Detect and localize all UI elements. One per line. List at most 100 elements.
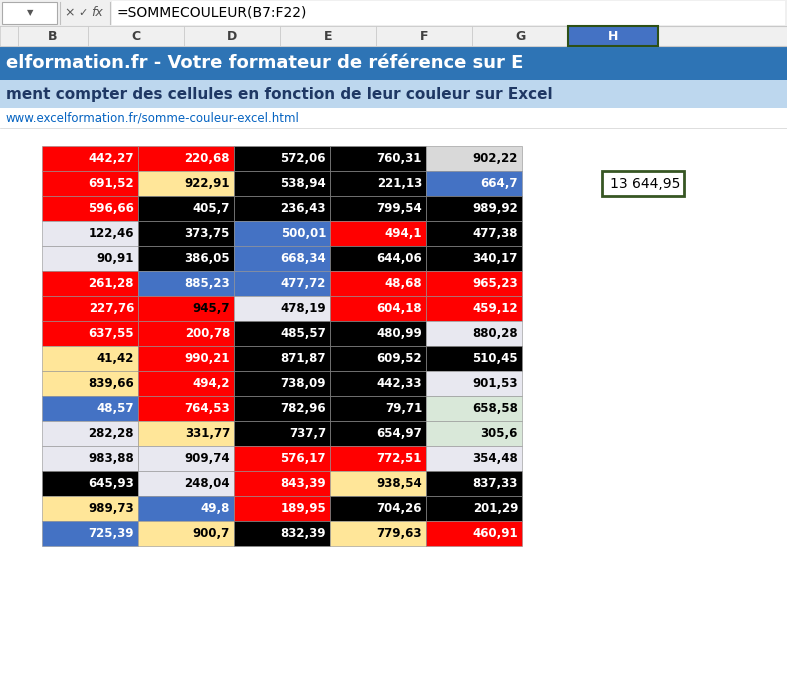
Text: ment compter des cellules en fonction de leur couleur sur Excel: ment compter des cellules en fonction de… xyxy=(6,86,552,101)
Text: H: H xyxy=(608,30,618,43)
Text: www.excelformation.fr/somme-couleur-excel.html: www.excelformation.fr/somme-couleur-exce… xyxy=(6,111,300,124)
Text: 572,06: 572,06 xyxy=(280,152,326,165)
Bar xyxy=(88,26,184,46)
Bar xyxy=(280,26,376,46)
Text: 989,92: 989,92 xyxy=(472,202,518,215)
Bar xyxy=(138,446,234,471)
Bar xyxy=(42,421,138,446)
Text: 644,06: 644,06 xyxy=(376,252,422,265)
Text: 922,91: 922,91 xyxy=(184,177,230,190)
Bar xyxy=(42,321,138,346)
Bar xyxy=(234,271,330,296)
Bar xyxy=(330,396,426,421)
Bar xyxy=(138,146,234,171)
Text: 779,63: 779,63 xyxy=(376,527,422,540)
Text: D: D xyxy=(227,30,237,43)
Text: 189,95: 189,95 xyxy=(280,502,326,515)
Text: 902,22: 902,22 xyxy=(473,152,518,165)
Bar xyxy=(138,321,234,346)
Text: ▼: ▼ xyxy=(27,9,33,18)
Text: 485,57: 485,57 xyxy=(280,327,326,340)
Text: B: B xyxy=(48,30,57,43)
Bar xyxy=(138,246,234,271)
Text: 989,73: 989,73 xyxy=(88,502,134,515)
Text: F: F xyxy=(419,30,428,43)
Text: ×: × xyxy=(65,7,76,20)
Text: 201,29: 201,29 xyxy=(473,502,518,515)
Text: 405,7: 405,7 xyxy=(193,202,230,215)
Text: 282,28: 282,28 xyxy=(88,427,134,440)
Bar xyxy=(18,26,88,46)
Text: 658,58: 658,58 xyxy=(472,402,518,415)
Text: 494,2: 494,2 xyxy=(193,377,230,390)
Bar xyxy=(330,521,426,546)
Text: 900,7: 900,7 xyxy=(193,527,230,540)
Bar xyxy=(426,196,522,221)
Text: 477,38: 477,38 xyxy=(472,227,518,240)
Text: 880,28: 880,28 xyxy=(472,327,518,340)
Bar xyxy=(234,171,330,196)
Text: 478,19: 478,19 xyxy=(280,302,326,315)
Text: 494,1: 494,1 xyxy=(385,227,422,240)
Bar xyxy=(234,221,330,246)
Text: 668,34: 668,34 xyxy=(280,252,326,265)
Text: 737,7: 737,7 xyxy=(289,427,326,440)
Text: 90,91: 90,91 xyxy=(97,252,134,265)
Bar xyxy=(138,171,234,196)
Bar xyxy=(426,221,522,246)
Text: elformation.fr - Votre formateur de référence sur E: elformation.fr - Votre formateur de réfé… xyxy=(6,54,523,72)
Text: 637,55: 637,55 xyxy=(88,327,134,340)
Bar xyxy=(0,46,787,80)
Text: 13 644,95: 13 644,95 xyxy=(610,176,680,190)
Bar xyxy=(330,321,426,346)
Bar xyxy=(138,521,234,546)
Bar xyxy=(330,371,426,396)
Bar xyxy=(138,346,234,371)
Bar xyxy=(138,371,234,396)
Bar xyxy=(426,496,522,521)
Text: 331,77: 331,77 xyxy=(185,427,230,440)
Bar xyxy=(2,2,57,24)
Bar xyxy=(234,346,330,371)
Bar xyxy=(234,321,330,346)
Text: 48,57: 48,57 xyxy=(97,402,134,415)
Text: =SOMMECOULEUR(B7:F22): =SOMMECOULEUR(B7:F22) xyxy=(116,6,306,20)
Text: 538,94: 538,94 xyxy=(280,177,326,190)
Text: 227,76: 227,76 xyxy=(89,302,134,315)
Text: E: E xyxy=(323,30,332,43)
Bar xyxy=(426,246,522,271)
Text: 645,93: 645,93 xyxy=(88,477,134,490)
Text: 909,74: 909,74 xyxy=(184,452,230,465)
Bar xyxy=(234,196,330,221)
Bar xyxy=(330,421,426,446)
Bar xyxy=(42,521,138,546)
Text: 459,12: 459,12 xyxy=(472,302,518,315)
Text: 200,78: 200,78 xyxy=(185,327,230,340)
Bar xyxy=(42,296,138,321)
Text: 442,27: 442,27 xyxy=(88,152,134,165)
Bar xyxy=(426,171,522,196)
Bar xyxy=(0,128,787,675)
Text: 576,17: 576,17 xyxy=(280,452,326,465)
Text: 41,42: 41,42 xyxy=(97,352,134,365)
Text: 477,72: 477,72 xyxy=(281,277,326,290)
Bar xyxy=(330,246,426,271)
Text: 983,88: 983,88 xyxy=(88,452,134,465)
Text: 799,54: 799,54 xyxy=(376,202,422,215)
Bar xyxy=(602,171,684,196)
Bar xyxy=(0,80,787,108)
Text: 220,68: 220,68 xyxy=(184,152,230,165)
Text: 664,7: 664,7 xyxy=(481,177,518,190)
Bar xyxy=(42,496,138,521)
Text: 782,96: 782,96 xyxy=(280,402,326,415)
Text: 48,68: 48,68 xyxy=(384,277,422,290)
Text: 604,18: 604,18 xyxy=(376,302,422,315)
Text: 79,71: 79,71 xyxy=(385,402,422,415)
Bar xyxy=(42,446,138,471)
Bar xyxy=(234,446,330,471)
Text: 442,33: 442,33 xyxy=(376,377,422,390)
Text: 49,8: 49,8 xyxy=(201,502,230,515)
Bar xyxy=(234,421,330,446)
Bar xyxy=(330,446,426,471)
Bar xyxy=(426,321,522,346)
